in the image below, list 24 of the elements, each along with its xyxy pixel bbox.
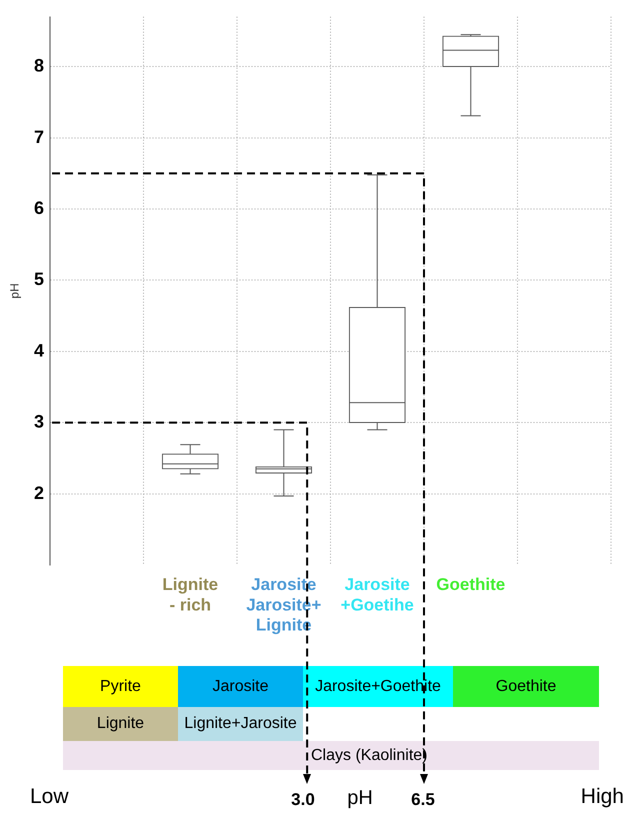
- text: Jarosite+Goethite: [315, 678, 441, 696]
- text: Goethite: [496, 678, 556, 696]
- y-tick-label: 3: [34, 412, 44, 432]
- y-tick-label: 5: [34, 269, 44, 290]
- text: Lignite: [96, 715, 144, 733]
- text: Low: [30, 785, 69, 809]
- y-tick-label: 4: [34, 340, 44, 360]
- y-tick-label: 7: [34, 126, 44, 147]
- y-tick-label: 2: [34, 482, 44, 503]
- y-axis-title: pH: [8, 283, 22, 299]
- y-tick-label: 6: [34, 198, 44, 218]
- text: 3.0: [291, 790, 315, 810]
- text: Jarosite: [212, 678, 269, 696]
- text: Clays (Kaolinite): [311, 746, 428, 764]
- x-tick-label: Lignite - rich: [162, 574, 218, 614]
- x-tick-label: Jarosite Jarosite+ Lignite: [246, 574, 322, 635]
- text: High: [580, 785, 624, 809]
- y-tick-label: 8: [34, 56, 44, 76]
- text: 6.5: [411, 790, 435, 810]
- text: Pyrite: [100, 678, 141, 696]
- text: Lignite+Jarosite: [184, 715, 297, 733]
- x-tick-label: Jarosite +Goetihe: [340, 574, 414, 614]
- x-tick-label: Goethite: [436, 574, 506, 594]
- text: pH: [347, 786, 373, 810]
